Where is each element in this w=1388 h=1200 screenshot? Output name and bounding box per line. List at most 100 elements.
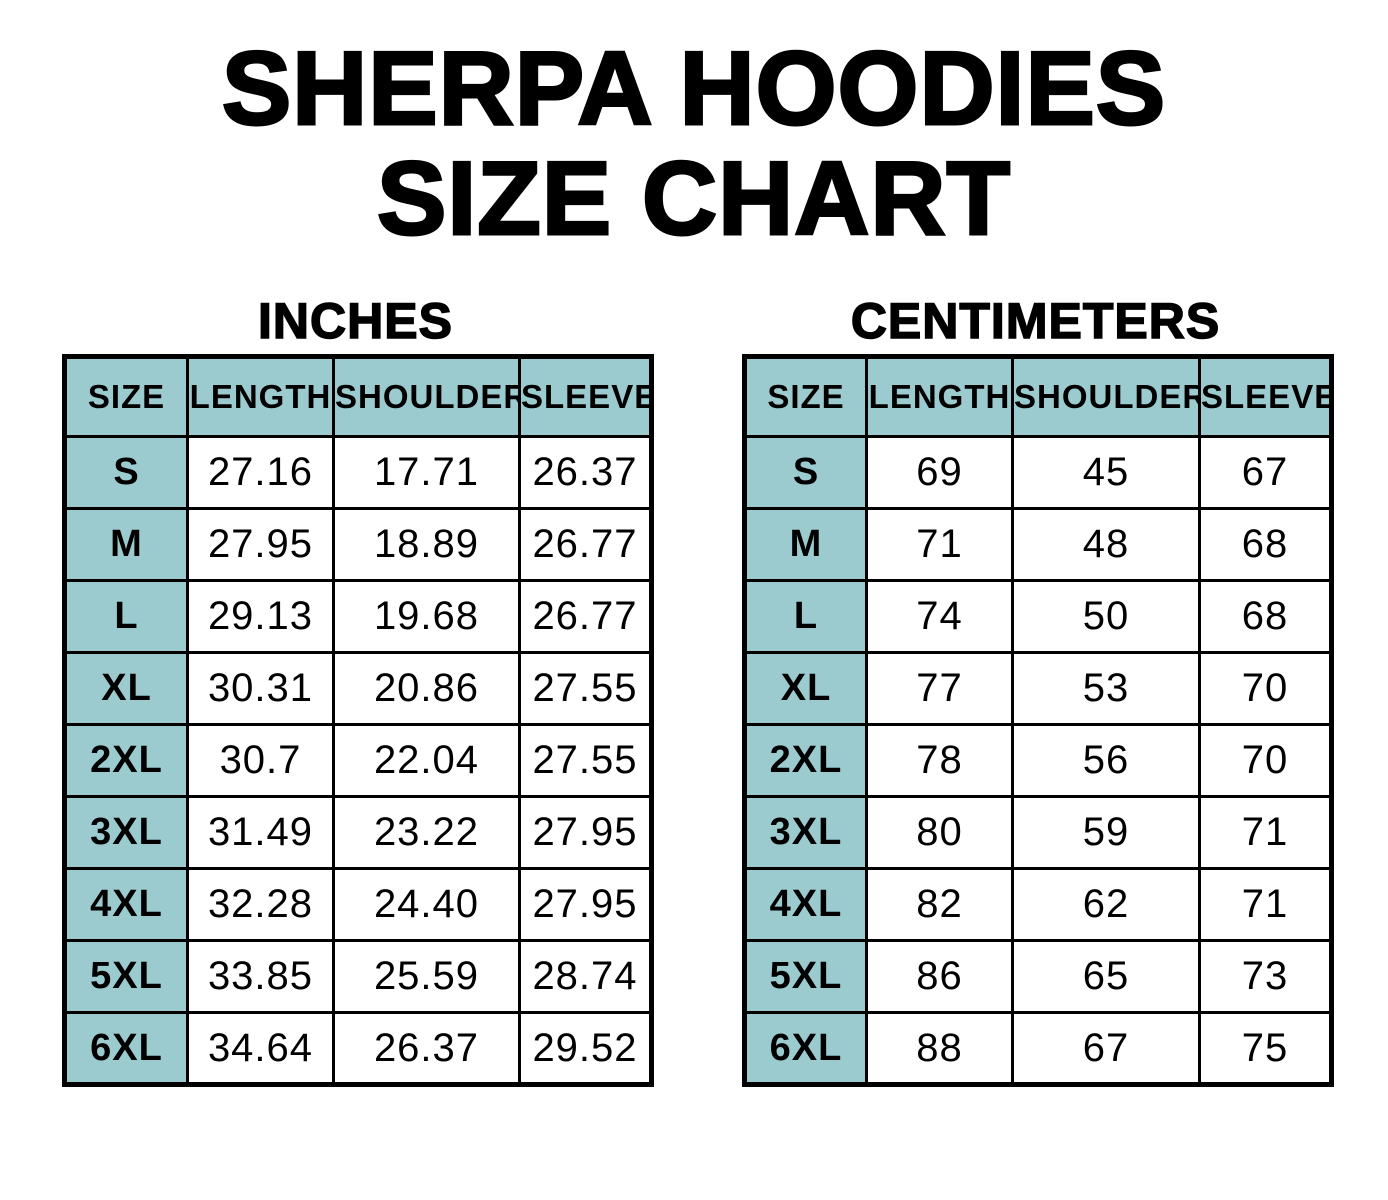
inches-size-table: SIZE LENGTH SHOULDER SLEEVE S 27.16 17.71 2… xyxy=(62,354,654,1087)
table-row: 4XL 82 62 71 xyxy=(743,867,1333,942)
size-label-cell: 3XL xyxy=(63,795,189,870)
size-label-cell: 3XL xyxy=(743,795,868,870)
measurement-cell: 27.95 xyxy=(186,507,335,582)
measurement-cell: 27.55 xyxy=(518,651,653,726)
measurement-cell: 30.7 xyxy=(186,723,335,798)
size-label-cell: S xyxy=(63,435,189,510)
header-row: SIZE LENGTH SHOULDER SLEEVE xyxy=(63,355,653,438)
measurement-cell: 71 xyxy=(1198,867,1333,942)
measurement-cell: 29.13 xyxy=(186,579,335,654)
column-header-shoulder: SHOULDER xyxy=(1011,355,1201,438)
table-row: 4XL 32.28 24.40 27.95 xyxy=(63,867,653,942)
measurement-cell: 26.37 xyxy=(518,435,653,510)
table-row: XL 77 53 70 xyxy=(743,651,1333,726)
header-row: SIZE LENGTH SHOULDER SLEEVE xyxy=(743,355,1333,438)
measurement-cell: 48 xyxy=(1011,507,1201,582)
measurement-cell: 23.22 xyxy=(332,795,521,870)
table-row: XL 30.31 20.86 27.55 xyxy=(63,651,653,726)
table-row: 5XL 33.85 25.59 28.74 xyxy=(63,939,653,1014)
measurement-cell: 78 xyxy=(865,723,1014,798)
measurement-cell: 26.37 xyxy=(332,1011,521,1086)
table-row: 6XL 34.64 26.37 29.52 xyxy=(63,1011,653,1086)
column-header-size: SIZE xyxy=(63,355,189,438)
table-row: L 74 50 68 xyxy=(743,579,1333,654)
measurement-cell: 19.68 xyxy=(332,579,521,654)
measurement-cell: 32.28 xyxy=(186,867,335,942)
inches-heading: INCHES xyxy=(257,293,453,349)
measurement-cell: 77 xyxy=(865,651,1014,726)
measurement-cell: 22.04 xyxy=(332,723,521,798)
measurement-cell: 26.77 xyxy=(518,579,653,654)
centimeters-table-section: CENTIMETERS SIZE LENGTH SHOULDER SLEEVE … xyxy=(742,293,1334,1087)
page-title-line-2: SIZE CHART xyxy=(376,141,1012,257)
column-header-shoulder: SHOULDER xyxy=(332,355,521,438)
measurement-cell: 67 xyxy=(1198,435,1333,510)
size-label-cell: 2XL xyxy=(743,723,868,798)
measurement-cell: 29.52 xyxy=(518,1011,653,1086)
measurement-cell: 27.16 xyxy=(186,435,335,510)
column-header-sleeve: SLEEVE xyxy=(1198,355,1333,438)
measurement-cell: 27.95 xyxy=(518,867,653,942)
size-label-cell: 5XL xyxy=(63,939,189,1014)
size-label-cell: 4XL xyxy=(743,867,868,942)
measurement-cell: 56 xyxy=(1011,723,1201,798)
column-header-size: SIZE xyxy=(743,355,868,438)
measurement-cell: 24.40 xyxy=(332,867,521,942)
size-label-cell: M xyxy=(63,507,189,582)
measurement-cell: 59 xyxy=(1011,795,1201,870)
table-row: 3XL 31.49 23.22 27.95 xyxy=(63,795,653,870)
inches-table-header: SIZE LENGTH SHOULDER SLEEVE xyxy=(63,355,653,438)
measurement-cell: 71 xyxy=(865,507,1014,582)
table-row: 5XL 86 65 73 xyxy=(743,939,1333,1014)
size-label-cell: L xyxy=(63,579,189,654)
measurement-cell: 71 xyxy=(1198,795,1333,870)
measurement-cell: 69 xyxy=(865,435,1014,510)
measurement-cell: 31.49 xyxy=(186,795,335,870)
measurement-cell: 80 xyxy=(865,795,1014,870)
size-label-cell: 5XL xyxy=(743,939,868,1014)
measurement-cell: 17.71 xyxy=(332,435,521,510)
size-label-cell: XL xyxy=(63,651,189,726)
measurement-cell: 68 xyxy=(1198,579,1333,654)
table-row: 2XL 78 56 70 xyxy=(743,723,1333,798)
table-row: L 29.13 19.68 26.77 xyxy=(63,579,653,654)
measurement-cell: 30.31 xyxy=(186,651,335,726)
measurement-cell: 45 xyxy=(1011,435,1201,510)
centimeters-table-body: S 69 45 67 M 71 48 68 L 74 50 68 XL 77 53 70 2XL 78 56 70 3X… xyxy=(743,435,1333,1086)
size-label-cell: L xyxy=(743,579,868,654)
measurement-cell: 25.59 xyxy=(332,939,521,1014)
size-label-cell: 6XL xyxy=(743,1011,868,1086)
table-row: 2XL 30.7 22.04 27.55 xyxy=(63,723,653,798)
measurement-cell: 86 xyxy=(865,939,1014,1014)
column-header-length: LENGTH xyxy=(186,355,335,438)
size-label-cell: M xyxy=(743,507,868,582)
table-row: S 27.16 17.71 26.37 xyxy=(63,435,653,510)
measurement-cell: 70 xyxy=(1198,723,1333,798)
measurement-cell: 27.95 xyxy=(518,795,653,870)
measurement-cell: 68 xyxy=(1198,507,1333,582)
measurement-cell: 20.86 xyxy=(332,651,521,726)
measurement-cell: 88 xyxy=(865,1011,1014,1086)
inches-table-section: INCHES SIZE LENGTH SHOULDER SLEEVE S 27.1… xyxy=(62,293,654,1087)
table-row: M 27.95 18.89 26.77 xyxy=(63,507,653,582)
measurement-cell: 75 xyxy=(1198,1011,1333,1086)
measurement-cell: 34.64 xyxy=(186,1011,335,1086)
measurement-cell: 26.77 xyxy=(518,507,653,582)
measurement-cell: 28.74 xyxy=(518,939,653,1014)
centimeters-heading: CENTIMETERS xyxy=(850,293,1221,349)
table-row: M 71 48 68 xyxy=(743,507,1333,582)
size-label-cell: 4XL xyxy=(63,867,189,942)
table-row: S 69 45 67 xyxy=(743,435,1333,510)
measurement-cell: 74 xyxy=(865,579,1014,654)
column-header-length: LENGTH xyxy=(865,355,1014,438)
table-row: 3XL 80 59 71 xyxy=(743,795,1333,870)
centimeters-table-header: SIZE LENGTH SHOULDER SLEEVE xyxy=(743,355,1333,438)
measurement-cell: 70 xyxy=(1198,651,1333,726)
table-row: 6XL 88 67 75 xyxy=(743,1011,1333,1086)
measurement-cell: 53 xyxy=(1011,651,1201,726)
page-title: SHERPA HOODIES SIZE CHART xyxy=(0,31,1388,257)
page-title-line-1: SHERPA HOODIES xyxy=(220,31,1167,147)
measurement-cell: 18.89 xyxy=(332,507,521,582)
measurement-cell: 82 xyxy=(865,867,1014,942)
